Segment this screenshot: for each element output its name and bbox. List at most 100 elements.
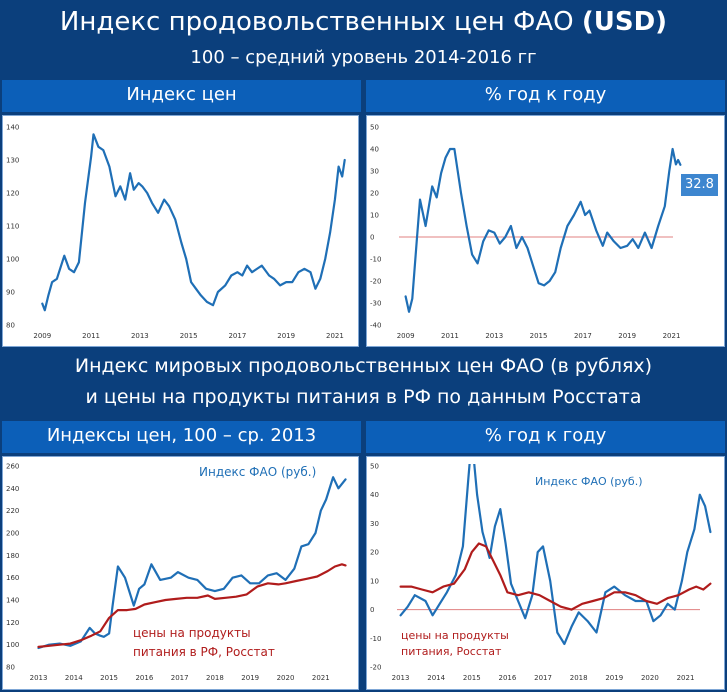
main-header: Индекс продовольственных цен ФАО (USD) 1…: [0, 0, 727, 78]
y-tick-label: 90: [6, 289, 15, 297]
x-tick-label: 2011: [82, 332, 100, 340]
chart-annotation: питания в РФ, Росстат: [133, 645, 275, 659]
y-tick-label: 140: [6, 124, 19, 132]
y-tick-label: 30: [370, 520, 379, 528]
y-tick-label: 100: [6, 641, 19, 649]
chart-price-index: 80 90 100 110 120 130 140 2009 2011 2013 2015 2017 2…: [6, 124, 346, 340]
y-tick-label: 80: [6, 664, 15, 672]
x-tick-label: 2013: [485, 332, 503, 340]
end-value-badge: 32.8: [681, 174, 718, 196]
panel-title-price-index: Индекс цен: [2, 80, 361, 112]
plot-group: -40 -30 -20 -10 0 10 20 30 40 50 2009 2011 2013 2015 2…: [370, 124, 682, 340]
panel-title-yoy: % год к году: [366, 80, 725, 112]
section-title-line1: Индекс мировых продовольственных цен ФАО…: [74, 355, 653, 377]
series-line-rosstat: [399, 542, 712, 611]
x-tick-label: 2019: [241, 674, 259, 682]
section-title-line2: и цены на продукты питания в РФ по данны…: [85, 386, 642, 408]
y-tick-label: 10: [370, 212, 379, 220]
y-tick-label: 50: [370, 124, 379, 132]
y-tick-label: 30: [370, 168, 379, 176]
x-tick-label: 2021: [326, 332, 344, 340]
panel-title-rub-index: Индексы цен, 100 – ср. 2013: [2, 421, 361, 453]
main-subtitle: 100 – средний уровень 2014-2016 гг: [190, 47, 537, 68]
y-tick-label: 0: [370, 234, 374, 242]
y-tick-label: 50: [370, 463, 379, 471]
y-tick-label: 80: [6, 322, 15, 330]
panel-title-rub-yoy: % год к году: [366, 421, 725, 453]
chart-annotation: цены на продукты: [133, 626, 251, 640]
y-tick-label: 100: [6, 256, 19, 264]
y-tick-label: 140: [6, 597, 19, 605]
x-tick-label: 2018: [206, 674, 224, 682]
y-tick-label: 120: [6, 190, 19, 198]
y-tick-label: 40: [370, 146, 379, 154]
y-tick-label: 20: [370, 190, 379, 198]
y-tick-label: 130: [6, 157, 19, 165]
series-line-rosstat: [37, 563, 347, 648]
x-tick-label: 2019: [605, 674, 623, 682]
y-tick-label: -20: [370, 664, 381, 672]
chart-rub-index: 80 100 120 140 160 180 200 220 240 260 2013 2014 201…: [6, 463, 347, 682]
x-tick-label: 2021: [677, 674, 695, 682]
chart-panel-rub-yoy: -20 -10 0 10 20 30 40 50 2013 2014 2015 2016 2017 201…: [366, 456, 725, 690]
x-tick-label: 2013: [131, 332, 149, 340]
y-tick-label: 10: [370, 577, 379, 585]
x-tick-label: 2017: [171, 674, 189, 682]
series-line-fao: [399, 464, 712, 646]
series-line-fao: [41, 133, 346, 312]
x-tick-label: 2021: [663, 332, 681, 340]
x-tick-label: 2017: [534, 674, 552, 682]
y-tick-label: -20: [370, 278, 381, 286]
y-tick-label: -10: [370, 635, 381, 643]
x-tick-label: 2017: [574, 332, 592, 340]
y-tick-label: 0: [370, 606, 374, 614]
series-line-fao: [404, 147, 682, 313]
x-tick-label: 2020: [641, 674, 659, 682]
x-tick-label: 2016: [499, 674, 517, 682]
chart-annotation: цены на продукты: [401, 629, 509, 642]
series-line-fao: [37, 476, 347, 650]
y-tick-label: 180: [6, 552, 19, 560]
y-tick-label: 220: [6, 507, 19, 515]
y-tick-label: -10: [370, 256, 381, 264]
y-tick-label: 20: [370, 549, 379, 557]
plot-group: 80 100 120 140 160 180 200 220 240 260 2013 2014 201…: [6, 463, 347, 682]
x-tick-label: 2009: [397, 332, 415, 340]
chart-rub-yoy: -20 -10 0 10 20 30 40 50 2013 2014 2015 2016 2017 201…: [370, 463, 712, 682]
main-title: Индекс продовольственных цен ФАО (USD): [59, 7, 668, 37]
x-tick-label: 2018: [570, 674, 588, 682]
y-tick-label: -30: [370, 300, 381, 308]
chart-panel-yoy: -40 -30 -20 -10 0 10 20 30 40 50 2009 2011 2013 2015 2…: [366, 115, 725, 347]
plot-group: -20 -10 0 10 20 30 40 50 2013 2014 2015 2016 2017 201…: [370, 463, 712, 682]
y-tick-label: 160: [6, 574, 19, 582]
x-tick-label: 2017: [228, 332, 246, 340]
chart-annotation: питания, Росстат: [401, 645, 502, 658]
y-tick-label: 40: [370, 491, 379, 499]
x-tick-label: 2015: [180, 332, 198, 340]
y-tick-label: 110: [6, 223, 19, 231]
x-tick-label: 2009: [33, 332, 51, 340]
plot-group: 80 90 100 110 120 130 140 2009 2011 2013 2015 2017 2…: [6, 124, 346, 340]
chart-annotation: Индекс ФАО (руб.): [535, 475, 643, 488]
chart-panel-price-index: 80 90 100 110 120 130 140 2009 2011 2013 2015 2017 2…: [2, 115, 359, 347]
chart-panel-rub-index: 80 100 120 140 160 180 200 220 240 260 2013 2014 201…: [2, 456, 359, 690]
y-tick-label: 240: [6, 485, 19, 493]
x-tick-label: 2014: [427, 674, 445, 682]
x-tick-label: 2013: [30, 674, 48, 682]
main-title-currency: (USD): [581, 7, 668, 37]
x-tick-label: 2011: [441, 332, 459, 340]
x-tick-label: 2015: [463, 674, 481, 682]
x-tick-label: 2013: [392, 674, 410, 682]
x-tick-label: 2014: [65, 674, 83, 682]
section-header: Индекс мировых продовольственных цен ФАО…: [0, 348, 727, 418]
x-tick-label: 2021: [312, 674, 330, 682]
y-tick-label: 200: [6, 530, 19, 538]
y-tick-label: 260: [6, 463, 19, 471]
y-tick-label: 120: [6, 619, 19, 627]
x-tick-label: 2015: [100, 674, 118, 682]
x-tick-label: 2016: [135, 674, 153, 682]
chart-yoy: -40 -30 -20 -10 0 10 20 30 40 50 2009 2011 2013 2015 2…: [370, 124, 682, 340]
x-tick-label: 2015: [530, 332, 548, 340]
y-tick-label: -40: [370, 322, 381, 330]
x-tick-label: 2019: [618, 332, 636, 340]
